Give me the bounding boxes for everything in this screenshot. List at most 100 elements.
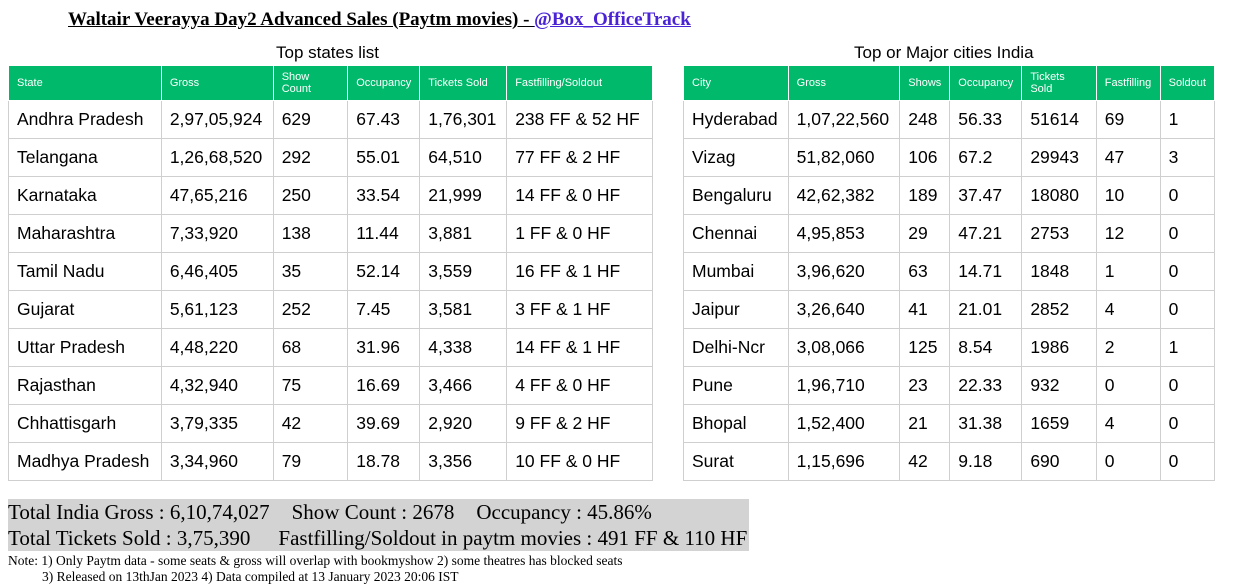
table-cell: 23 xyxy=(899,366,951,405)
page-title: Waltair Veerayya Day2 Advanced Sales (Pa… xyxy=(68,9,691,31)
table-cell: Andhra Pradesh xyxy=(8,100,162,139)
cities-header-cell: Shows xyxy=(899,65,951,101)
table-cell: Telangana xyxy=(8,138,162,177)
table-cell: 1848 xyxy=(1021,252,1097,291)
summary-box: Total India Gross : 6,10,74,027 Show Coun… xyxy=(8,499,750,551)
table-cell: 3 FF & 1 HF xyxy=(506,290,653,329)
cities-header-cell: Fastfilling xyxy=(1095,65,1161,101)
states-header-cell: Tickets Sold xyxy=(419,65,508,101)
table-cell: 7,33,920 xyxy=(160,214,274,253)
table-cell: 0 xyxy=(1159,404,1216,443)
table-cell: 42,62,382 xyxy=(787,176,901,215)
states-header-cell: Show Count xyxy=(272,65,349,101)
table-cell: Rajasthan xyxy=(8,366,162,405)
table-cell: 18.78 xyxy=(347,442,421,481)
twitter-handle-link[interactable]: @Box_OfficeTrack xyxy=(534,9,691,30)
table-row: Mumbai 3,96,620 63 14.71 1848 1 0 xyxy=(683,252,1216,291)
table-row: Pune 1,96,710 23 22.33 932 0 0 xyxy=(683,366,1216,405)
table-cell: 14 FF & 0 HF xyxy=(506,176,653,215)
table-cell: 0 xyxy=(1159,366,1216,405)
table-cell: 42 xyxy=(272,404,349,443)
states-table: State Gross Show Count Occupancy Tickets Sol… xyxy=(8,65,653,481)
table-cell: Uttar Pradesh xyxy=(8,328,162,367)
table-cell: Vizag xyxy=(683,138,789,177)
table-cell: 1,07,22,560 xyxy=(787,100,901,139)
summary-line-1: Total India Gross : 6,10,74,027 Show Coun… xyxy=(8,499,747,525)
table-cell: 75 xyxy=(272,366,349,405)
table-cell: 0 xyxy=(1095,366,1161,405)
table-cell: 4 xyxy=(1095,290,1161,329)
table-cell: 1659 xyxy=(1021,404,1097,443)
table-row: Maharashtra 7,33,920 138 11.44 3,881 1 FF & 0… xyxy=(8,214,653,253)
table-cell: 21.01 xyxy=(949,290,1023,329)
table-cell: 3 xyxy=(1159,138,1216,177)
table-row: Hyderabad 1,07,22,560 248 56.33 51614 69 1 xyxy=(683,100,1216,139)
table-cell: 41 xyxy=(899,290,951,329)
table-cell: 22.33 xyxy=(949,366,1023,405)
total-occupancy: Occupancy : 45.86% xyxy=(476,500,652,524)
table-cell: Maharashtra xyxy=(8,214,162,253)
total-tickets-sold: Total Tickets Sold : 3,75,390 xyxy=(8,526,251,550)
table-cell: 9 FF & 2 HF xyxy=(506,404,653,443)
table-cell: 0 xyxy=(1159,290,1216,329)
table-cell: Karnataka xyxy=(8,176,162,215)
table-cell: 1,96,710 xyxy=(787,366,901,405)
table-row: Chennai 4,95,853 29 47.21 2753 12 0 xyxy=(683,214,1216,253)
table-cell: 0 xyxy=(1159,214,1216,253)
table-cell: 4,48,220 xyxy=(160,328,274,367)
table-cell: 39.69 xyxy=(347,404,421,443)
table-row: Uttar Pradesh 4,48,220 68 31.96 4,338 14 FF &… xyxy=(8,328,653,367)
table-row: Karnataka 47,65,216 250 33.54 21,999 14 FF & … xyxy=(8,176,653,215)
cities-table-caption: Top or Major cities India xyxy=(854,43,1034,62)
table-cell: 14 FF & 1 HF xyxy=(506,328,653,367)
table-cell: Bengaluru xyxy=(683,176,789,215)
table-row: Bengaluru 42,62,382 189 37.47 18080 10 0 xyxy=(683,176,1216,215)
table-cell: 3,559 xyxy=(419,252,508,291)
table-cell: 77 FF & 2 HF xyxy=(506,138,653,177)
table-cell: 68 xyxy=(272,328,349,367)
table-cell: 106 xyxy=(899,138,951,177)
table-cell: Chennai xyxy=(683,214,789,253)
cities-header-cell: Soldout xyxy=(1159,65,1216,101)
table-cell: 3,581 xyxy=(419,290,508,329)
table-cell: 47.21 xyxy=(949,214,1023,253)
cities-table: City Gross Shows Occupancy Tickets Sold Fastf… xyxy=(683,65,1216,481)
table-cell: 238 FF & 52 HF xyxy=(506,100,653,139)
table-cell: 31.96 xyxy=(347,328,421,367)
table-cell: 138 xyxy=(272,214,349,253)
table-cell: 37.47 xyxy=(949,176,1023,215)
table-cell: 2852 xyxy=(1021,290,1097,329)
table-cell: 0 xyxy=(1159,176,1216,215)
table-cell: 248 xyxy=(899,100,951,139)
table-cell: 932 xyxy=(1021,366,1097,405)
table-cell: 42 xyxy=(899,442,951,481)
table-cell: 250 xyxy=(272,176,349,215)
table-cell: 4 xyxy=(1095,404,1161,443)
table-cell: 79 xyxy=(272,442,349,481)
table-cell: 2,97,05,924 xyxy=(160,100,274,139)
table-cell: 3,466 xyxy=(419,366,508,405)
table-cell: 64,510 xyxy=(419,138,508,177)
table-cell: 1986 xyxy=(1021,328,1097,367)
table-cell: 292 xyxy=(272,138,349,177)
table-cell: 10 FF & 0 HF xyxy=(506,442,653,481)
table-row: Rajasthan 4,32,940 75 16.69 3,466 4 FF & 0 HF xyxy=(8,366,653,405)
table-cell: 3,96,620 xyxy=(787,252,901,291)
table-row: Vizag 51,82,060 106 67.2 29943 47 3 xyxy=(683,138,1216,177)
table-cell: Gujarat xyxy=(8,290,162,329)
table-cell: 629 xyxy=(272,100,349,139)
page-title-text: Waltair Veerayya Day2 Advanced Sales (Pa… xyxy=(68,9,535,30)
table-cell: 0 xyxy=(1095,442,1161,481)
table-cell: 0 xyxy=(1159,252,1216,291)
table-cell: 690 xyxy=(1021,442,1097,481)
table-cell: 3,08,066 xyxy=(787,328,901,367)
table-cell: 3,356 xyxy=(419,442,508,481)
total-fastfilling: Fastfilling/Soldout in paytm movies : 49… xyxy=(278,526,748,550)
table-row: Surat 1,15,696 42 9.18 690 0 0 xyxy=(683,442,1216,481)
table-cell: 35 xyxy=(272,252,349,291)
table-cell: 51,82,060 xyxy=(787,138,901,177)
table-cell: 63 xyxy=(899,252,951,291)
table-cell: 55.01 xyxy=(347,138,421,177)
table-cell: 3,79,335 xyxy=(160,404,274,443)
states-header-cell: Gross xyxy=(160,65,274,101)
